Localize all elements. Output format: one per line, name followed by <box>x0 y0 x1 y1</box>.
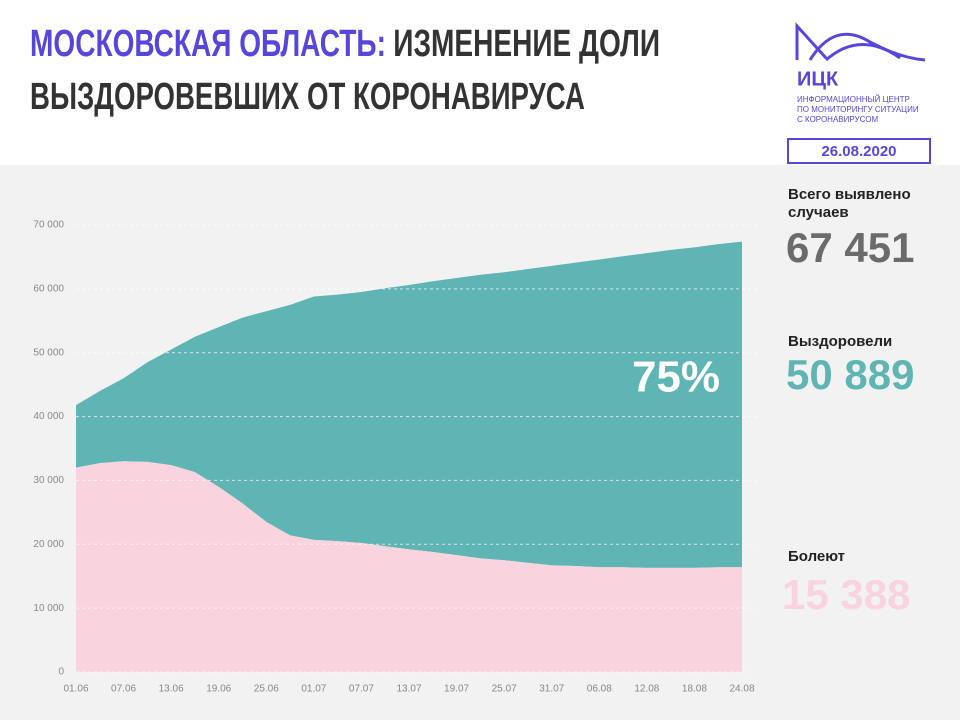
y-tick-label: 70 000 <box>33 220 64 231</box>
x-tick-label: 13.06 <box>159 684 184 695</box>
title-line: МОСКОВСКАЯ ОБЛАСТЬ:ИЗМЕНЕНИЕ ДОЛИ <box>30 23 660 65</box>
y-tick-label: 0 <box>58 667 64 678</box>
x-tick-label: 24.08 <box>729 684 754 695</box>
y-tick-label: 60 000 <box>33 283 64 294</box>
y-tick-label: 10 000 <box>33 603 64 614</box>
date: 26.08.2020 <box>821 143 896 160</box>
area-recovered <box>76 241 742 568</box>
title-highlight: МОСКОВСКАЯ ОБЛАСТЬ: <box>30 23 386 65</box>
summary-total: 67 451 <box>786 224 914 271</box>
logo-subtitle: ПО МОНИТОРИНГУ СИТУАЦИИ <box>797 105 919 114</box>
date-box <box>787 138 931 164</box>
y-tick-label: 20 000 <box>33 539 64 550</box>
title-line: ВЫЗДОРОВЕВШИХ ОТ КОРОНАВИРУСА <box>30 76 585 118</box>
summary-sick: 15 388 <box>782 571 910 618</box>
legend-label: Болеют <box>788 548 845 565</box>
x-tick-label: 18.08 <box>682 684 707 695</box>
x-tick-label: 25.06 <box>254 684 279 695</box>
x-tick-label: 19.07 <box>444 684 469 695</box>
area-sick <box>76 461 742 672</box>
x-tick-label: 19.06 <box>206 684 231 695</box>
x-tick-label: 07.06 <box>111 684 136 695</box>
summary-recovered: 50 889 <box>786 351 914 398</box>
x-tick-label: 06.08 <box>587 684 612 695</box>
summary-label: Всего выявлено <box>788 186 911 203</box>
x-tick-label: 07.07 <box>349 684 374 695</box>
logo <box>795 22 926 62</box>
logo-shape <box>795 22 926 62</box>
x-tick-label: 31.07 <box>539 684 564 695</box>
x-tick-label: 25.07 <box>492 684 517 695</box>
logo-subtitle: С КОРОНАВИРУСОМ <box>797 115 878 124</box>
logo-subtitle: ИНФОРМАЦИОННЫЙ ЦЕНТР <box>797 95 910 104</box>
y-tick-label: 50 000 <box>33 347 64 358</box>
summary-label: случаев <box>788 204 849 221</box>
x-tick-label: 01.06 <box>63 684 88 695</box>
title-text: ИЗМЕНЕНИЕ ДОЛИ <box>393 23 660 65</box>
annotation: 75% <box>632 353 720 402</box>
y-tick-label: 30 000 <box>33 475 64 486</box>
x-tick-label: 13.07 <box>396 684 421 695</box>
legend-label: Выздоровели <box>788 333 892 350</box>
y-tick-label: 40 000 <box>33 411 64 422</box>
x-tick-label: 12.08 <box>634 684 659 695</box>
x-tick-label: 01.07 <box>301 684 326 695</box>
logo-name: ИЦК <box>797 68 839 90</box>
